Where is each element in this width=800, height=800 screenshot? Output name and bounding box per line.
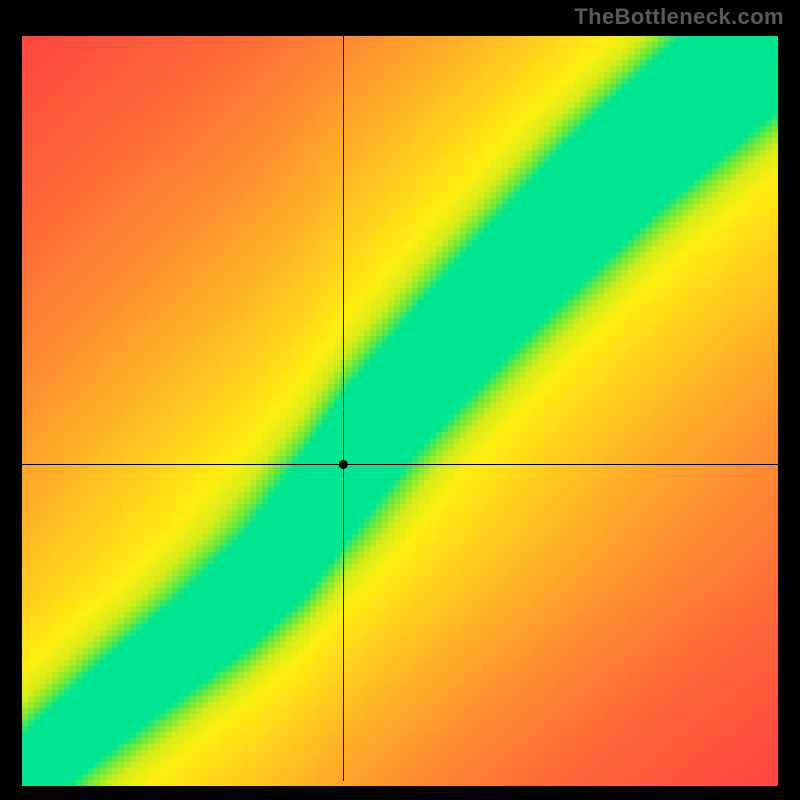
heatmap-canvas — [0, 0, 800, 800]
chart-stage: { "watermark": { "text": "TheBottleneck.… — [0, 0, 800, 800]
watermark-text: TheBottleneck.com — [574, 4, 784, 30]
